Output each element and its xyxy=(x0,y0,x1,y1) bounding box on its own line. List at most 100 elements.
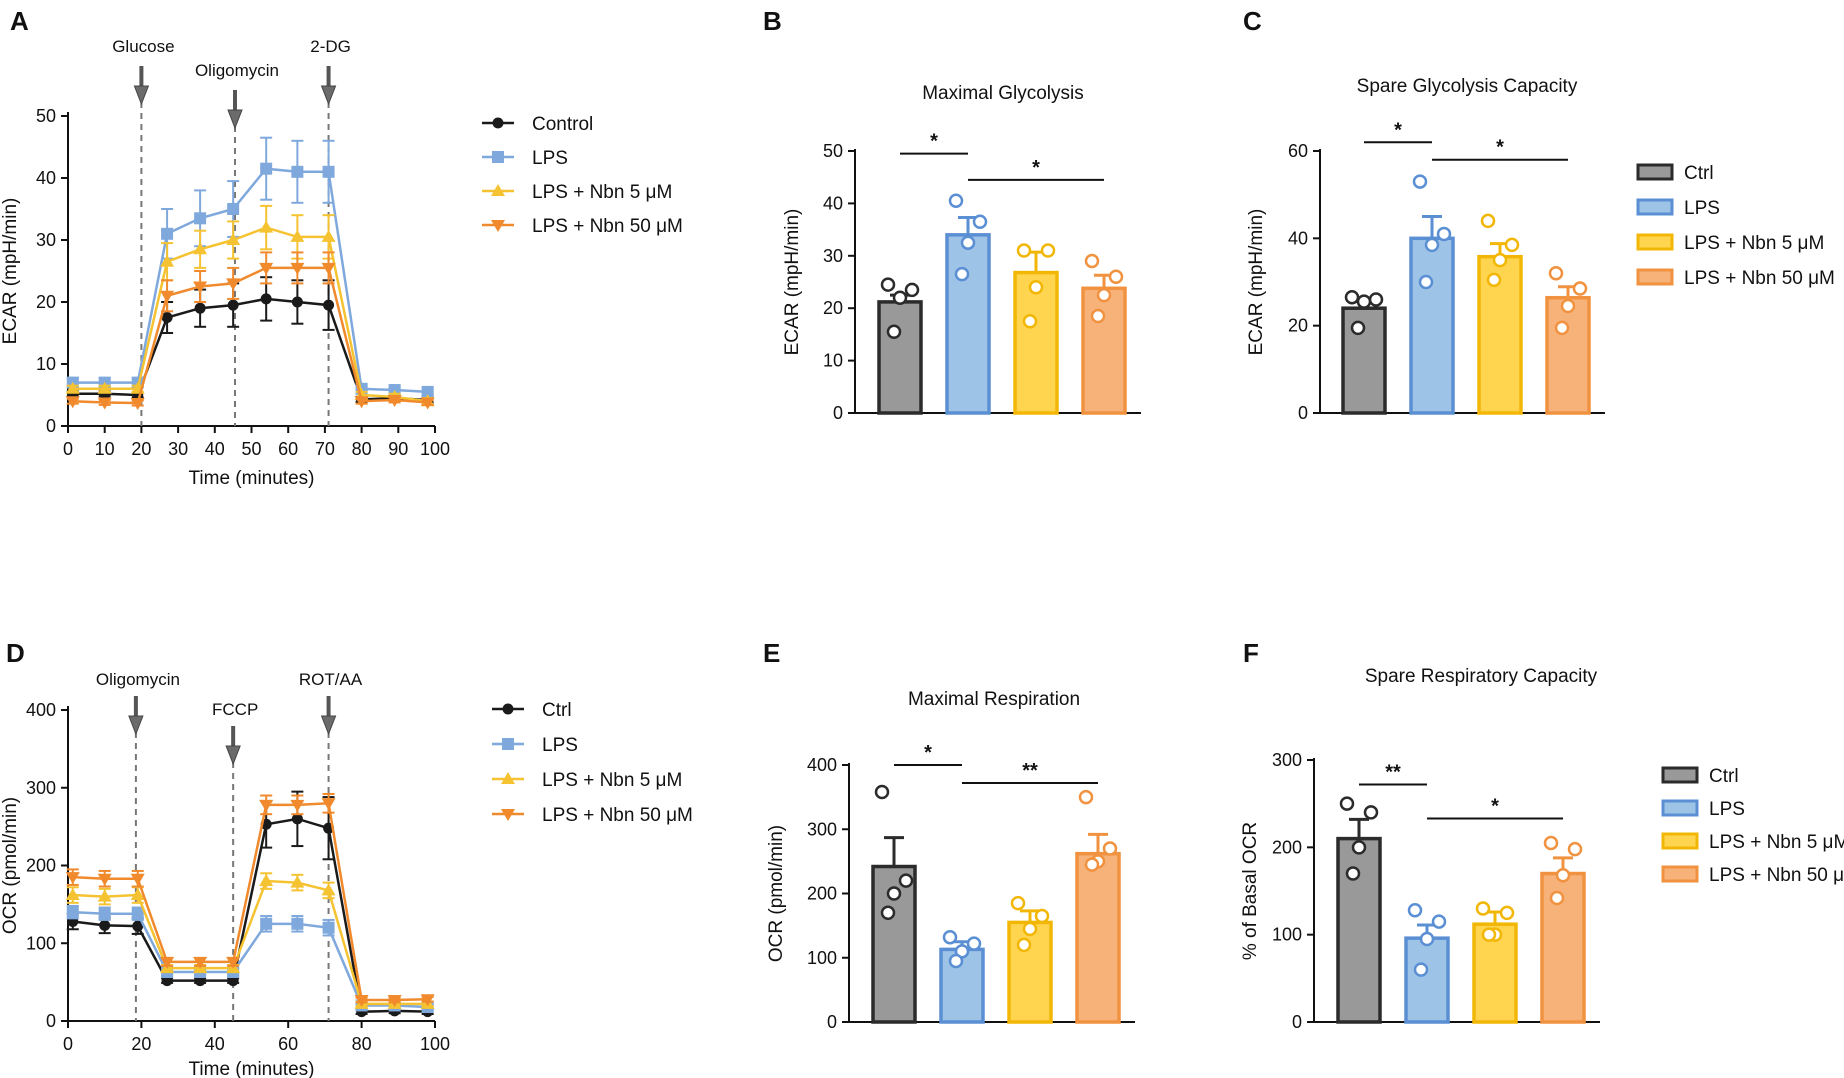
x-tick-label: 60 xyxy=(278,1034,298,1054)
significance-label: * xyxy=(924,742,932,764)
legend-label: Control xyxy=(532,114,593,135)
legend-label: LPS + Nbn 5 μM xyxy=(1684,233,1824,254)
data-point xyxy=(354,995,369,1008)
injection-label: FCCP xyxy=(212,700,258,719)
data-point xyxy=(1567,841,1583,857)
series-lps xyxy=(66,136,434,398)
data-point xyxy=(1481,927,1497,942)
data-point xyxy=(1108,269,1124,285)
panel-label: D xyxy=(6,638,25,668)
legend: Ctrl LPS LPS + Nbn 5 μM LPS + Nbn 50 μM xyxy=(1661,766,1844,886)
legend-label: LPS + Nbn 5 μM xyxy=(532,182,672,203)
data-point xyxy=(291,165,304,178)
panel-d: D 0 100 200 300 400 0 20 40 60 80 100 Time (minutes)… xyxy=(0,638,693,1078)
bar xyxy=(1409,236,1455,415)
y-axis-label: OCR (pmol/min) xyxy=(766,825,787,962)
chart-title: Maximal Glycolysis xyxy=(922,83,1084,104)
data-point xyxy=(194,212,207,225)
significance-label: * xyxy=(1032,157,1040,179)
x-tick-label: 70 xyxy=(315,439,335,459)
data-point xyxy=(259,799,274,812)
data-point xyxy=(1363,805,1379,820)
data-point xyxy=(260,162,273,175)
injection-arrow-head xyxy=(128,715,144,736)
bar xyxy=(1081,286,1127,415)
data-point xyxy=(290,799,305,812)
series-nbn50 xyxy=(65,251,435,411)
y-tick-label: 40 xyxy=(1288,228,1308,248)
x-tick-label: 50 xyxy=(241,439,261,459)
data-point xyxy=(97,873,112,886)
y-tick-label: 20 xyxy=(1288,316,1308,336)
y-tick-label: 300 xyxy=(1272,750,1302,770)
data-point xyxy=(98,907,111,920)
legend-swatch xyxy=(1636,268,1674,286)
series-ctrl xyxy=(66,276,434,406)
y-tick-label: 100 xyxy=(807,948,837,968)
data-point xyxy=(880,277,896,292)
y-tick-label: 0 xyxy=(46,416,56,436)
panel-label: A xyxy=(10,6,29,36)
legend-label: LPS + Nbn 50 μM xyxy=(542,805,693,826)
data-point xyxy=(1475,901,1491,916)
data-point xyxy=(966,936,982,951)
data-point xyxy=(1022,921,1038,937)
chart-title: Spare Glycolysis Capacity xyxy=(1357,76,1578,97)
legend-label: Ctrl xyxy=(1709,766,1739,787)
data-point xyxy=(904,282,920,298)
data-point xyxy=(290,875,305,888)
data-point xyxy=(1350,320,1366,336)
data-point xyxy=(886,324,902,340)
y-tick-label: 60 xyxy=(1288,141,1308,161)
data-point xyxy=(160,254,175,267)
data-point xyxy=(942,929,958,945)
legend-swatch xyxy=(1636,198,1674,216)
legend-marker xyxy=(502,738,514,750)
data-point xyxy=(65,396,80,409)
bar xyxy=(1336,836,1382,1024)
data-point xyxy=(65,872,80,885)
y-tick-label: 0 xyxy=(46,1011,56,1031)
bar-group-lps xyxy=(939,929,985,1024)
y-tick-label: 50 xyxy=(823,141,843,161)
data-point xyxy=(227,299,239,311)
y-axis-label: ECAR (mpH/min) xyxy=(782,209,803,356)
panel-a: A 0 10 20 30 40 50 0 10 20 30 40 50 60 70 80 90 100 Time (… xyxy=(0,6,683,489)
data-point xyxy=(1486,272,1502,288)
x-tick-label: 30 xyxy=(168,439,188,459)
legend-label: LPS + Nbn 50 μM xyxy=(1684,268,1835,289)
legend-swatch xyxy=(1636,233,1674,251)
bar-group-ctrl xyxy=(1336,796,1382,1024)
bar xyxy=(1013,270,1059,415)
data-point xyxy=(226,278,241,291)
data-point xyxy=(1499,905,1515,921)
data-point xyxy=(160,290,175,303)
legend-label: Ctrl xyxy=(1684,163,1714,184)
data-point xyxy=(161,312,173,323)
significance-label: ** xyxy=(1385,761,1401,783)
significance-label: * xyxy=(1491,796,1499,818)
bar-group-nbn5 xyxy=(1477,213,1523,415)
data-point xyxy=(65,888,80,901)
chart-title: Spare Respiratory Capacity xyxy=(1365,666,1598,687)
panel-e: E 0 100 200 300 400 Maximal Respiration OCR (pm… xyxy=(763,638,1135,1032)
data-point xyxy=(1431,914,1447,929)
legend-label: LPS + Nbn 50 μM xyxy=(1709,865,1844,886)
legend-marker xyxy=(491,220,505,232)
injection-label: 2-DG xyxy=(310,37,351,56)
bar-group-nbn5 xyxy=(1472,901,1518,1024)
x-axis-label: Time (minutes) xyxy=(189,1059,315,1078)
legend-label: LPS xyxy=(1684,198,1720,219)
x-tick-label: 20 xyxy=(131,439,151,459)
injection-arrow-head xyxy=(227,109,243,130)
data-point xyxy=(321,262,336,275)
y-tick-label: 200 xyxy=(26,856,56,876)
data-point xyxy=(1560,298,1576,314)
bar xyxy=(1545,295,1591,415)
bar-group-nbn50 xyxy=(1075,789,1121,1024)
legend-marker xyxy=(491,184,505,196)
data-point xyxy=(1504,237,1520,253)
data-point xyxy=(1419,931,1435,947)
bar-group-lps xyxy=(945,193,991,415)
data-point xyxy=(97,889,112,902)
